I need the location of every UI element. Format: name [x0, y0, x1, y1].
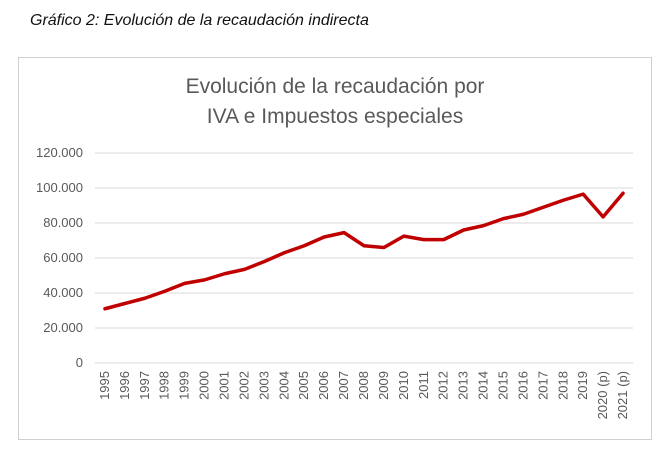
- x-tick-label: 1997: [137, 371, 152, 400]
- x-tick-label: 2015: [495, 371, 510, 400]
- y-tick-label: 20.000: [43, 320, 83, 335]
- x-tick-label: 2007: [336, 371, 351, 400]
- x-tick-label: 2001: [217, 371, 232, 400]
- x-tick-label: 2004: [276, 371, 291, 400]
- x-tick-label: 2018: [555, 371, 570, 400]
- x-tick-label: 2019: [575, 371, 590, 400]
- x-tick-label: 2021 (p): [615, 371, 630, 419]
- x-tick-label: 2016: [515, 371, 530, 400]
- x-tick-label: 2006: [316, 371, 331, 400]
- x-tick-label: 2017: [535, 371, 550, 400]
- x-tick-label: 2002: [236, 371, 251, 400]
- series-line: [103, 191, 625, 311]
- x-tick-label: 2014: [476, 371, 491, 400]
- chart-title-line: IVA e Impuestos especiales: [207, 105, 463, 128]
- x-tick-label: 2012: [436, 371, 451, 400]
- x-tick-label: 2009: [376, 371, 391, 400]
- chart-title-line: Evolución de la recaudación por: [186, 75, 485, 98]
- y-tick-label: 100.000: [36, 180, 83, 195]
- y-tick-label: 120.000: [36, 145, 83, 160]
- x-tick-label: 2011: [416, 371, 431, 399]
- x-tick-label: 1996: [117, 371, 132, 400]
- x-tick-label: 2013: [456, 371, 471, 400]
- x-tick-label: 2000: [197, 371, 212, 400]
- x-tick-label: 1998: [157, 371, 172, 400]
- figure-caption: Gráfico 2: Evolución de la recaudación i…: [30, 12, 369, 29]
- y-tick-label: 40.000: [43, 285, 83, 300]
- x-tick-label: 2020 (p): [595, 371, 610, 419]
- y-tick-label: 60.000: [43, 250, 83, 265]
- x-tick-label: 2005: [296, 371, 311, 400]
- y-tick-label: 0: [76, 355, 83, 370]
- y-tick-label: 80.000: [43, 215, 83, 230]
- x-tick-label: 1999: [177, 371, 192, 400]
- x-tick-label: 2008: [356, 371, 371, 400]
- x-tick-label: 2010: [396, 371, 411, 400]
- x-tick-label: 2003: [256, 371, 271, 400]
- x-tick-label: 1995: [97, 371, 112, 400]
- chart-frame: [18, 57, 652, 440]
